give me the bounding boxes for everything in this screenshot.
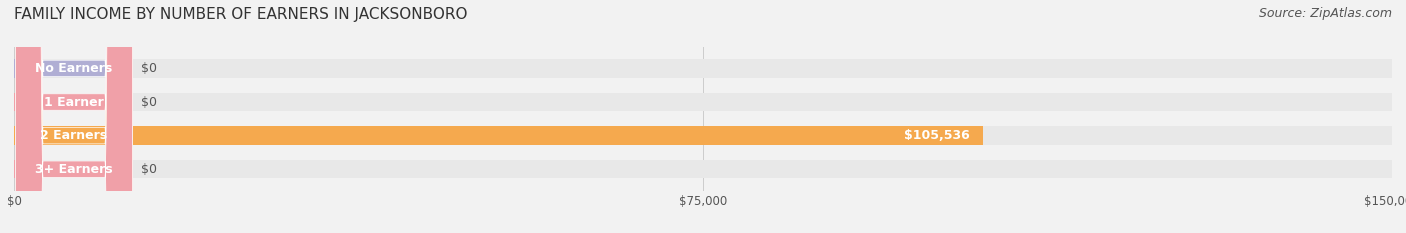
Text: No Earners: No Earners <box>35 62 112 75</box>
Text: $0: $0 <box>141 96 157 109</box>
Text: 3+ Earners: 3+ Earners <box>35 163 112 176</box>
Bar <box>14 126 984 145</box>
Text: $0: $0 <box>141 163 157 176</box>
Text: $0: $0 <box>141 62 157 75</box>
FancyBboxPatch shape <box>15 0 132 233</box>
FancyBboxPatch shape <box>15 0 132 233</box>
FancyBboxPatch shape <box>15 0 132 233</box>
Text: FAMILY INCOME BY NUMBER OF EARNERS IN JACKSONBORO: FAMILY INCOME BY NUMBER OF EARNERS IN JA… <box>14 7 468 22</box>
Bar <box>14 160 1392 178</box>
Bar <box>14 160 17 178</box>
Bar <box>14 93 1392 111</box>
Bar <box>14 59 1392 78</box>
Text: 2 Earners: 2 Earners <box>41 129 108 142</box>
Text: 1 Earner: 1 Earner <box>44 96 104 109</box>
Bar <box>14 126 1392 145</box>
Text: Source: ZipAtlas.com: Source: ZipAtlas.com <box>1258 7 1392 20</box>
Bar <box>14 93 17 111</box>
Bar <box>14 59 17 78</box>
FancyBboxPatch shape <box>15 0 132 233</box>
Text: $105,536: $105,536 <box>904 129 970 142</box>
